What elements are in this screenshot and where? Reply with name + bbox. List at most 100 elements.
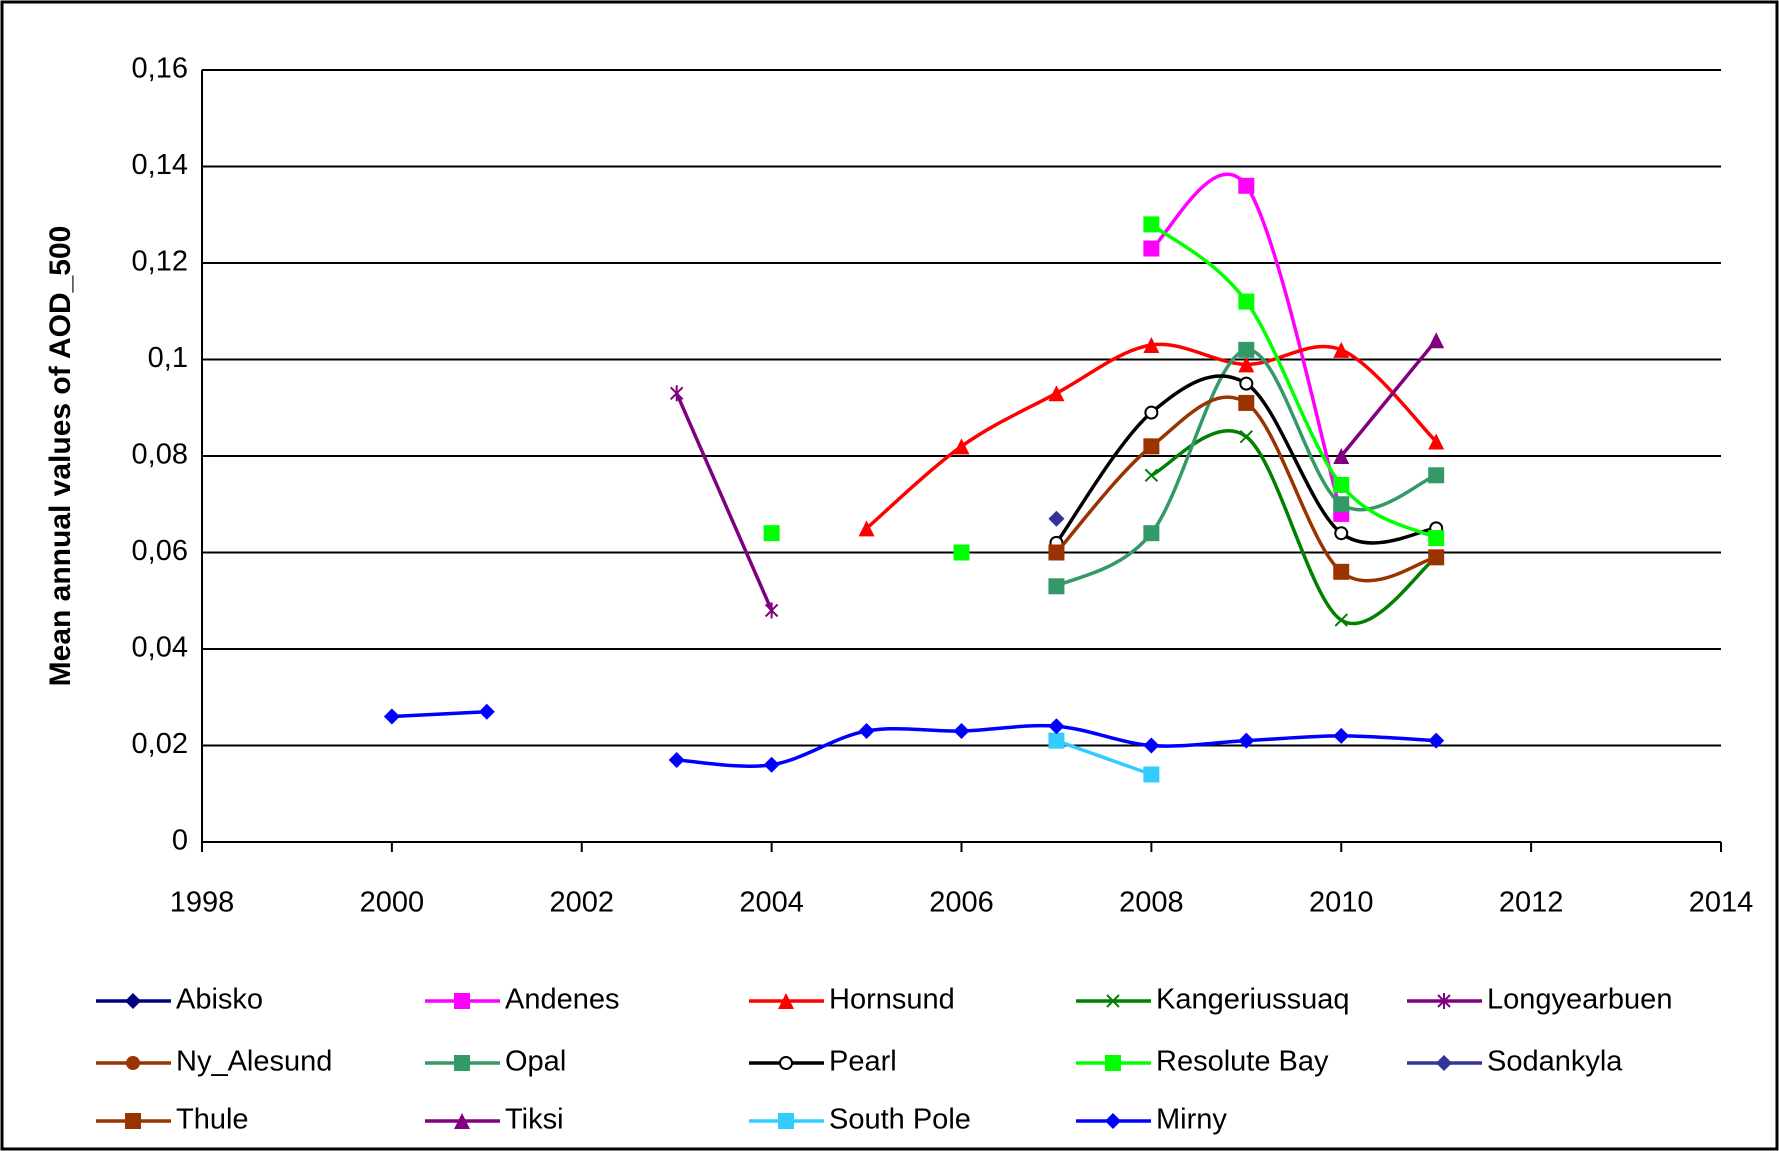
marker <box>778 993 794 1009</box>
series-line <box>1339 339 1438 458</box>
marker <box>779 1056 793 1070</box>
legend-label: Hornsund <box>829 984 955 1016</box>
marker <box>454 1055 470 1071</box>
legend-label: Sodankyla <box>1487 1046 1623 1078</box>
marker <box>1239 376 1254 391</box>
legend-item: Hornsund <box>749 984 955 1016</box>
marker <box>1048 510 1065 527</box>
x-tick-label: 2002 <box>549 887 614 919</box>
marker <box>1105 1113 1121 1129</box>
legend-label: Abisko <box>176 984 263 1016</box>
series-line <box>675 392 774 612</box>
marker <box>1143 337 1160 354</box>
marker <box>858 723 875 740</box>
marker <box>1239 429 1254 444</box>
marker <box>1428 433 1445 450</box>
marker <box>668 751 685 768</box>
marker <box>1143 737 1160 754</box>
legend-label: Mirny <box>1156 1104 1227 1136</box>
marker <box>1048 578 1065 595</box>
marker <box>1333 727 1350 744</box>
marker <box>763 525 780 542</box>
marker <box>1334 613 1348 627</box>
legend-label: Longyearbuen <box>1487 984 1672 1016</box>
x-tick-label: 2000 <box>360 887 425 919</box>
x-tick-label: 1998 <box>170 887 235 919</box>
marker <box>478 703 495 720</box>
y-tick-label: 0,06 <box>132 535 188 567</box>
marker <box>1428 530 1445 547</box>
marker <box>953 544 970 561</box>
legend-item: Resolute Bay <box>1076 1046 1329 1078</box>
marker <box>1428 332 1445 349</box>
marker <box>1048 385 1065 402</box>
marker <box>858 520 875 537</box>
legend-label: Resolute Bay <box>1156 1046 1329 1078</box>
marker <box>1238 732 1255 749</box>
marker <box>953 723 970 740</box>
legend-label: Kangeriussuaq <box>1156 984 1349 1016</box>
legend-item: Opal <box>425 1046 566 1078</box>
legend-label: South Pole <box>829 1104 971 1136</box>
y-tick-label: 0,16 <box>132 53 188 85</box>
marker <box>1333 476 1350 493</box>
legend-label: Thule <box>176 1104 249 1136</box>
y-tick-label: 0,1 <box>148 342 188 374</box>
marker <box>1334 526 1349 541</box>
series-line <box>1150 172 1343 515</box>
marker <box>1238 341 1255 358</box>
marker <box>1106 994 1120 1008</box>
legend-item: Thule <box>96 1104 249 1136</box>
x-tick-label: 2006 <box>929 887 994 919</box>
marker <box>1048 718 1065 735</box>
marker <box>1333 496 1350 513</box>
legend-label: Ny_Alesund <box>176 1046 332 1078</box>
marker <box>669 385 684 402</box>
x-tick-label: 2012 <box>1499 887 1564 919</box>
marker <box>454 993 470 1009</box>
legend-item: Sodankyla <box>1407 1046 1623 1078</box>
legend-item: Ny_Alesund <box>96 1046 332 1078</box>
series-line <box>1150 223 1438 540</box>
marker <box>763 756 780 773</box>
marker <box>1144 468 1159 483</box>
marker <box>125 993 141 1009</box>
marker <box>1238 177 1255 194</box>
marker <box>1428 732 1445 749</box>
marker <box>1333 563 1350 580</box>
y-tick-label: 0,02 <box>132 728 188 760</box>
y-tick-label: 0,04 <box>132 632 188 664</box>
marker <box>1428 467 1445 484</box>
marker <box>1143 438 1160 455</box>
legend-label: Opal <box>505 1046 566 1078</box>
marker <box>953 438 970 455</box>
series-line <box>1150 428 1438 625</box>
marker <box>1333 341 1350 358</box>
marker <box>764 602 779 619</box>
marker <box>1048 544 1065 561</box>
x-tick-label: 2004 <box>739 887 804 919</box>
legend-item: Andenes <box>425 984 620 1016</box>
marker <box>1144 405 1159 420</box>
marker <box>1238 356 1255 373</box>
marker <box>1238 394 1255 411</box>
marker <box>1333 448 1350 464</box>
marker <box>1238 293 1255 310</box>
legend-label: Tiksi <box>505 1104 564 1136</box>
marker <box>383 708 400 725</box>
legend-label: Pearl <box>829 1046 897 1078</box>
marker <box>454 1113 470 1129</box>
marker <box>126 1056 140 1070</box>
marker <box>1436 1055 1452 1071</box>
marker <box>1143 216 1160 233</box>
x-tick-label: 2010 <box>1309 887 1374 919</box>
x-tick-label: 2014 <box>1689 887 1754 919</box>
y-tick-label: 0,12 <box>132 246 188 278</box>
marker <box>1105 1055 1121 1071</box>
marker <box>1143 240 1160 257</box>
legend-item: Kangeriussuaq <box>1076 984 1349 1016</box>
legend-item: Pearl <box>749 1046 897 1078</box>
